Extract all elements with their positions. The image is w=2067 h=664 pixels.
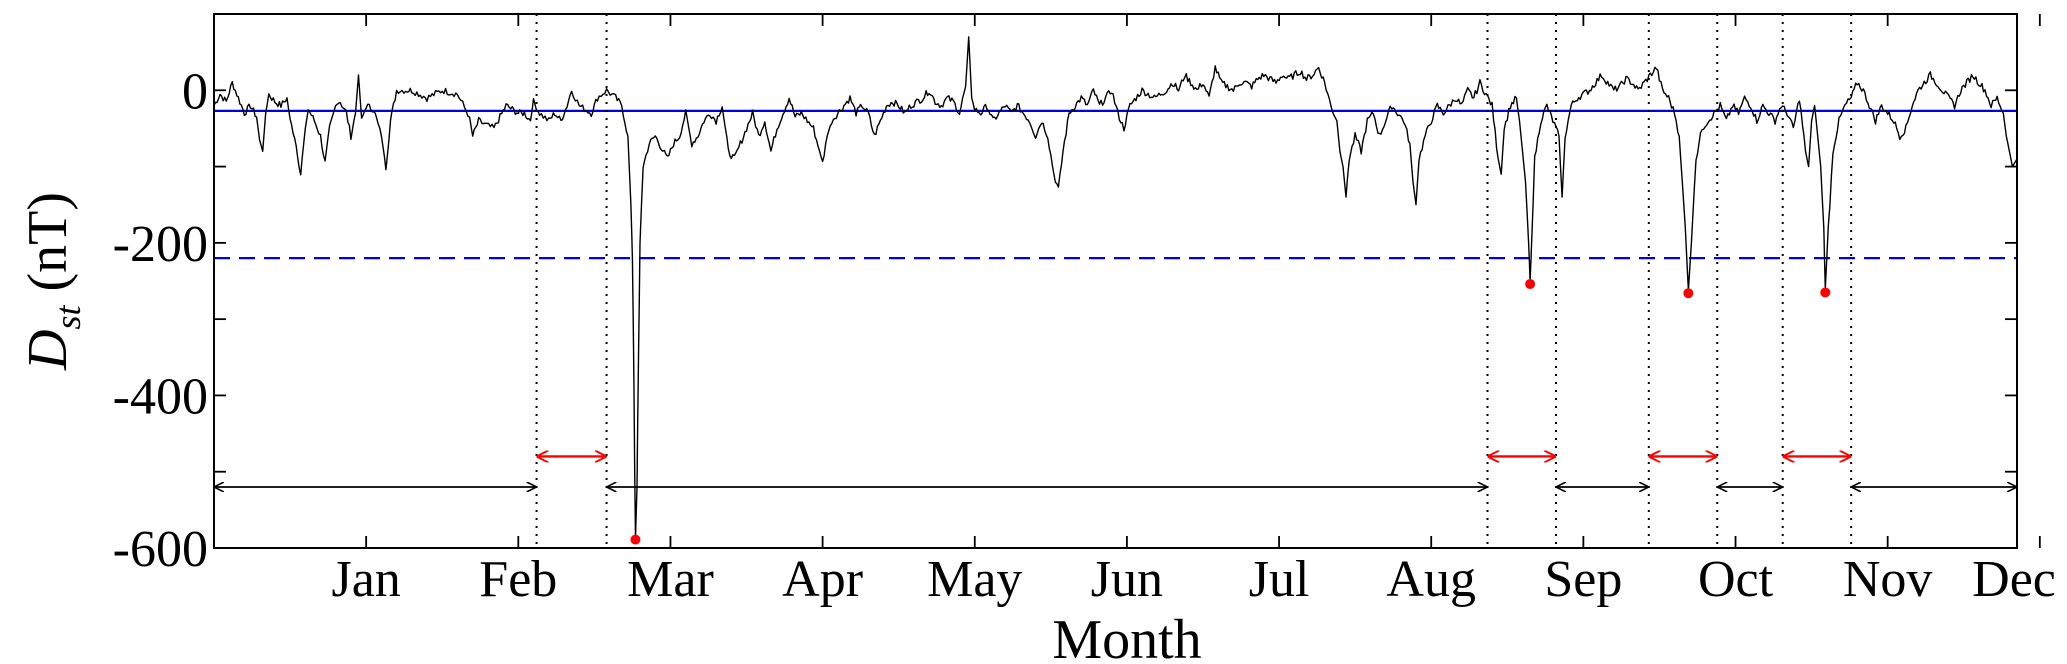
x-tick-label-apr: Apr [782,551,863,608]
y-axis-unit: (nT) [17,192,79,292]
x-axis-ticks: Jan Feb Mar Apr May Jun Jul Aug Sep Oct Nov Dec [331,14,2056,608]
x-tick-label-mar: Mar [627,551,714,608]
storm-minimum-marker-4 [1820,287,1831,298]
x-tick-label-nov: Nov [1843,551,1933,608]
y-axis-space [17,292,79,306]
x-tick-label-jul: Jul [1249,551,1310,608]
dst-series [214,36,2017,541]
x-tick-label-feb: Feb [479,551,557,608]
x-tick-label-sep: Sep [1544,551,1622,608]
x-tick-label-dec: Dec [1972,551,2056,608]
y-axis-subscript: st [48,305,88,330]
plot-frame [213,13,2018,549]
x-tick-label-jan: Jan [331,551,400,608]
storm-minimum-marker-1 [630,534,641,545]
axes [213,13,2018,549]
x-tick-label-aug: Aug [1386,551,1476,608]
x-tick-label-oct: Oct [1698,551,1774,608]
dst-line [214,36,2017,541]
y-axis-title: Dst (nT) [17,192,88,371]
interval-boundaries [535,14,1853,548]
storm-minimum-marker-2 [1525,279,1536,290]
interval-arrows [215,456,2016,487]
x-tick-label-may: May [927,551,1022,608]
y-tick-label: -600 [113,521,208,578]
reference-lines [214,109,2017,260]
y-tick-label: -200 [113,216,208,273]
storm-minimum-marker-3 [1683,288,1694,299]
y-axis-symbol: D [17,330,79,371]
storm-minima [630,279,1831,545]
y-axis-ticks: 0 -200 -400 -600 [113,13,2017,578]
x-axis-title: Month [1052,609,1201,664]
y-tick-label: 0 [182,63,208,120]
x-tick-label-jun: Jun [1091,551,1163,608]
y-tick-label: -400 [113,368,208,425]
